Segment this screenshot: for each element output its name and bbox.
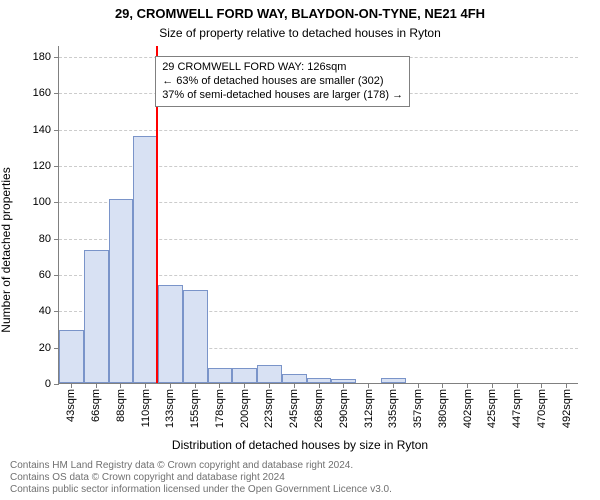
histogram-bar xyxy=(84,250,109,383)
histogram-bar xyxy=(307,378,332,383)
y-tick-label: 120 xyxy=(33,160,59,172)
y-tick-label: 180 xyxy=(33,51,59,63)
attribution-text: Contains HM Land Registry data © Crown c… xyxy=(10,460,392,496)
chart-title: 29, CROMWELL FORD WAY, BLAYDON-ON-TYNE, … xyxy=(0,6,600,21)
x-tick-label: 470sqm xyxy=(536,383,548,428)
x-tick-label: 312sqm xyxy=(363,383,375,428)
y-tick-label: 140 xyxy=(33,124,59,136)
y-tick-label: 20 xyxy=(39,342,59,354)
attribution-line: Contains public sector information licen… xyxy=(10,484,392,496)
histogram-bar xyxy=(109,199,134,383)
x-tick-label: 492sqm xyxy=(561,383,573,428)
y-axis-label: Number of detached properties xyxy=(0,167,13,332)
x-tick-label: 110sqm xyxy=(140,383,152,427)
x-tick-label: 402sqm xyxy=(462,383,474,428)
histogram-bar xyxy=(158,285,183,383)
x-tick-label: 223sqm xyxy=(263,383,275,428)
x-tick-label: 155sqm xyxy=(189,383,201,428)
gridline xyxy=(59,130,578,131)
annotation-line: 29 CROMWELL FORD WAY: 126sqm xyxy=(162,61,403,75)
x-tick-label: 88sqm xyxy=(115,383,127,422)
y-tick-label: 80 xyxy=(39,233,59,245)
chart-container: 29, CROMWELL FORD WAY, BLAYDON-ON-TYNE, … xyxy=(0,0,600,500)
x-tick-label: 447sqm xyxy=(511,383,523,428)
histogram-bar xyxy=(59,330,84,383)
y-tick-label: 160 xyxy=(33,87,59,99)
x-tick-label: 200sqm xyxy=(239,383,251,428)
x-tick-label: 178sqm xyxy=(214,383,226,428)
histogram-bar xyxy=(381,378,406,383)
y-tick-label: 100 xyxy=(33,196,59,208)
histogram-bar xyxy=(208,368,233,383)
histogram-bar xyxy=(133,136,158,383)
x-tick-label: 357sqm xyxy=(412,383,424,428)
plot-area: 02040608010012014016018043sqm66sqm88sqm1… xyxy=(58,46,578,384)
x-tick-label: 245sqm xyxy=(288,383,300,428)
histogram-bar xyxy=(282,374,307,383)
x-tick-label: 290sqm xyxy=(338,383,350,428)
attribution-line: Contains HM Land Registry data © Crown c… xyxy=(10,460,392,472)
annotation-box: 29 CROMWELL FORD WAY: 126sqm← 63% of det… xyxy=(155,56,410,107)
x-tick-label: 66sqm xyxy=(90,383,102,422)
chart-subtitle: Size of property relative to detached ho… xyxy=(0,26,600,40)
attribution-line: Contains OS data © Crown copyright and d… xyxy=(10,472,392,484)
histogram-bar xyxy=(232,368,257,383)
x-tick-label: 335sqm xyxy=(387,383,399,428)
x-axis-label: Distribution of detached houses by size … xyxy=(0,438,600,452)
x-tick-label: 380sqm xyxy=(437,383,449,428)
histogram-bar xyxy=(183,290,208,383)
x-tick-label: 425sqm xyxy=(486,383,498,428)
y-tick-label: 0 xyxy=(45,378,59,390)
y-tick-label: 40 xyxy=(39,305,59,317)
histogram-bar xyxy=(331,379,356,383)
x-tick-label: 43sqm xyxy=(65,383,77,422)
annotation-line: 37% of semi-detached houses are larger (… xyxy=(162,89,403,103)
histogram-bar xyxy=(257,365,282,383)
x-tick-label: 133sqm xyxy=(164,383,176,428)
y-tick-label: 60 xyxy=(39,269,59,281)
x-tick-label: 268sqm xyxy=(313,383,325,428)
annotation-line: ← 63% of detached houses are smaller (30… xyxy=(162,75,403,89)
